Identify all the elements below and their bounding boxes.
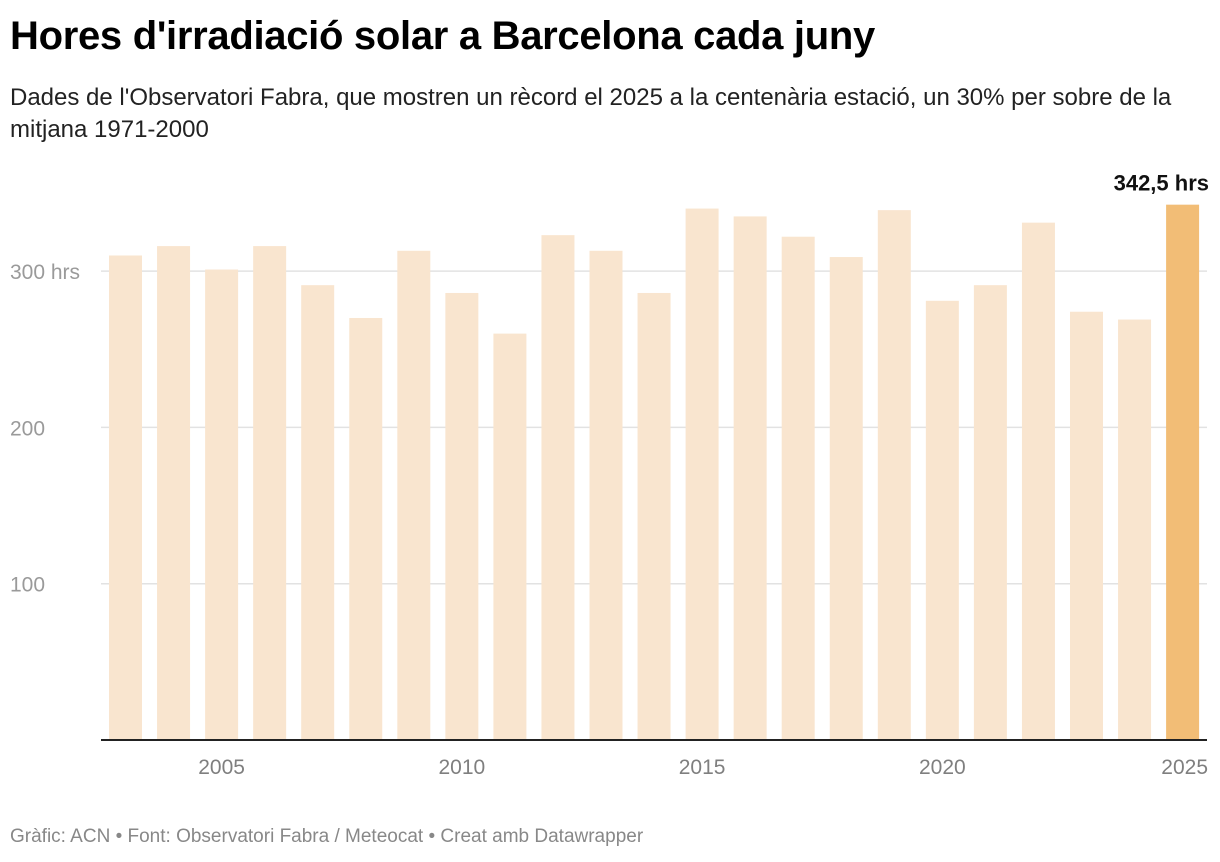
bar-2007: [301, 285, 335, 740]
highlight-value-label: 342,5 hrs: [1114, 171, 1209, 196]
x-axis-labels: 2005 2010 2015 2020 2025: [198, 756, 1208, 779]
bar-2015: [685, 208, 719, 740]
bar-2019: [877, 210, 911, 740]
y-tick-label: 300 hrs: [10, 261, 80, 284]
bar-2022: [1021, 222, 1055, 741]
bar-2016: [733, 216, 767, 740]
x-tick-label: 2010: [438, 756, 485, 779]
bar-2004: [157, 246, 191, 740]
bar-2023: [1070, 311, 1103, 740]
bar-2025: [1166, 204, 1200, 741]
x-tick-label: 2020: [919, 756, 966, 779]
bar-2013: [589, 250, 623, 740]
chart-subtitle: Dades de l'Observatori Fabra, que mostre…: [10, 84, 1172, 143]
bar-2005: [205, 269, 239, 740]
bar-2010: [445, 292, 479, 740]
bar-2011: [493, 333, 527, 740]
bar-2008: [349, 317, 383, 740]
bar-2018: [829, 257, 863, 740]
bar-chart: 100 200 300 hrs 2005 2010 2015 2020 2025 342,5…: [10, 171, 1209, 779]
y-axis-labels: 100 200 300 hrs: [10, 261, 80, 597]
x-tick-label: 2005: [198, 756, 245, 779]
bar-2003: [109, 255, 142, 740]
footer-credits: Gràfic: ACN • Font: Observatori Fabra / …: [10, 826, 644, 847]
bar-2017: [781, 236, 815, 740]
bar-2014: [637, 292, 671, 740]
y-tick-label: 100: [10, 574, 45, 597]
chart-title: Hores d'irradiació solar a Barcelona cad…: [10, 14, 875, 58]
bar-2006: [253, 246, 287, 740]
x-tick-label: 2025: [1161, 756, 1208, 779]
bar-2021: [973, 285, 1007, 740]
x-tick-label: 2015: [679, 756, 726, 779]
bar-2024: [1118, 319, 1152, 740]
bar-2009: [397, 250, 431, 740]
bar-2012: [541, 235, 575, 740]
y-tick-label: 200: [10, 417, 45, 440]
bars: [109, 204, 1200, 741]
bar-2020: [925, 300, 959, 740]
